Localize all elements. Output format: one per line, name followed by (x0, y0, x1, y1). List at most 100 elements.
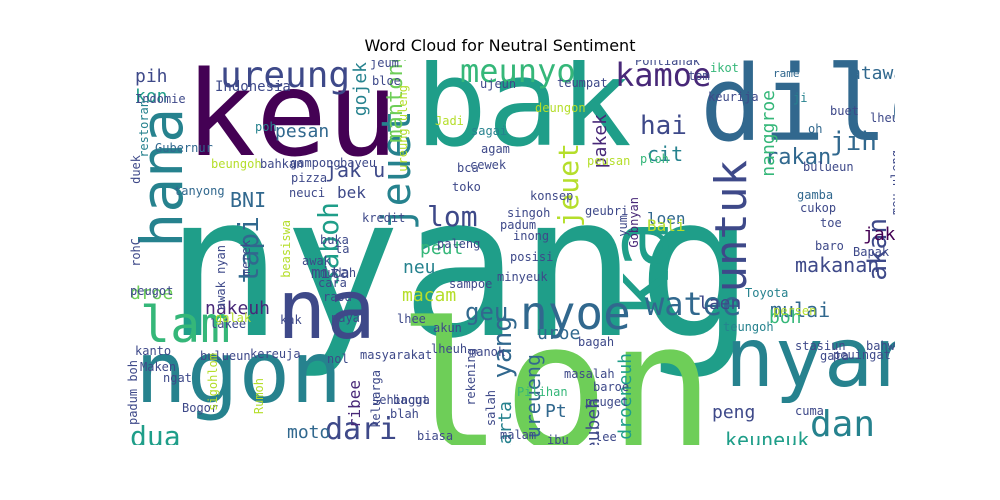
word-rakan: rakan (765, 145, 832, 170)
word-indomie: Indomie (135, 92, 186, 106)
word-paleng: paleng (437, 237, 481, 251)
word-buka: buka (320, 233, 349, 247)
word-gojek: gojek (350, 62, 371, 117)
word-bak: bak (415, 60, 632, 174)
word-beasiswa: beasiswa (279, 220, 293, 278)
word-loen: loen (647, 209, 686, 228)
word-buet: buet (830, 104, 859, 118)
word-lheueh: lheueh (870, 111, 895, 125)
word-yum: yum (616, 215, 630, 237)
word-nanggroe: nanggroe (758, 90, 779, 177)
word-bogor: Bogor (182, 401, 219, 415)
word-cuma: cuma (795, 404, 824, 418)
word-lam: lam (140, 296, 231, 354)
word-atawa: atawa (850, 63, 895, 84)
word-nol: nol (327, 352, 349, 366)
word-toyota: Toyota (745, 286, 789, 300)
word-pilihan: Pilihan (517, 385, 568, 399)
word-persen: persen (773, 304, 817, 318)
word-toko: toko (452, 180, 481, 194)
word-cloud: nyanglonbakkeudilengonnyannahanakauntukn… (125, 60, 895, 445)
word-singoh: singoh (507, 206, 551, 220)
word-bulueun: bulueun (803, 160, 854, 174)
word-stasiun: stasiun (795, 339, 846, 353)
word-agam: agam (481, 142, 510, 156)
word-pizza: pizza (291, 171, 328, 185)
word-inong: inong (513, 229, 550, 243)
word-peuingat: peuingat (833, 348, 891, 362)
word-posisi: posisi (510, 250, 554, 264)
word-duek: duek (129, 155, 143, 184)
word-lhee: lhee (397, 312, 426, 326)
word-ujeun: ujeun (480, 77, 517, 91)
word-geubri: geubri (585, 204, 629, 218)
word-kon: kon (135, 86, 168, 107)
word-bali: Bali (647, 216, 686, 235)
word-pontianak: Pontianak (635, 60, 701, 68)
word-konsep: konsep (530, 189, 574, 203)
word-rumoh: Rumoh (252, 378, 266, 415)
word-bahwa: bahwa (866, 339, 895, 353)
word-teumpat: teumpat (557, 76, 608, 90)
word-bayeu: bayeu (340, 156, 377, 170)
word-sampoe: sampoe (449, 277, 493, 291)
word-keluarga: keluarga (369, 370, 383, 428)
word-indonesia: Indonesia (215, 79, 291, 95)
word-peuget: peuget (585, 395, 629, 409)
word-oh: oh (808, 122, 823, 136)
word-jih: jih (830, 127, 877, 157)
word-droe: droe (130, 283, 174, 304)
word-toe: toe (820, 216, 842, 230)
word-ureung: ureung (220, 60, 351, 96)
word-restoran: restoran (137, 100, 151, 158)
word-peng: peng (712, 402, 756, 423)
word-sehingga: sehingga (372, 393, 430, 407)
word-untuk: untuk (706, 160, 757, 293)
word-dua: dua (130, 420, 181, 446)
word-ibu: ibu (547, 433, 569, 445)
word-boh: boh (769, 307, 802, 328)
word-pih: pih (135, 66, 168, 87)
word-neu: neu (403, 257, 436, 278)
word-peugot: peugot (130, 284, 174, 298)
word-masalah: masalah (564, 367, 615, 381)
word-meu-uleng: meu uleng (889, 150, 895, 216)
word-ngat: ngat (163, 371, 192, 385)
word-hai: hai (640, 111, 687, 141)
word-uroe: uroe (537, 323, 581, 344)
word-ikot: ikot (710, 61, 739, 75)
word-kamoe: kamoe (615, 60, 712, 94)
word-lon: lon (397, 285, 715, 446)
word-mudah: mudah (320, 266, 357, 280)
word-sagai: sagai (471, 124, 508, 138)
word-kanto: kanto (135, 344, 172, 358)
word-bni: BNI (230, 188, 267, 212)
word-ngon: ngon (135, 323, 343, 423)
word-lheuh: lheuh (431, 342, 468, 356)
word-peusan: peusan (587, 154, 631, 168)
word-deungon: deungon (535, 101, 586, 115)
word-salah: salah (484, 390, 498, 427)
word-watee: watee (645, 285, 742, 323)
word-manok: manok (469, 345, 506, 359)
word-bahkan: bahkan (260, 157, 304, 171)
word-sigohlom: sigohlom (206, 353, 220, 411)
word-maken: Maken (140, 360, 177, 374)
word-baroe: baroe (593, 380, 630, 394)
word-na: na (277, 263, 376, 358)
word-mulai: mulai (770, 298, 831, 322)
word-biasa: biasa (417, 429, 454, 443)
word-rohc: rohC (129, 238, 143, 267)
word-malam: malam (500, 428, 537, 442)
word-bapak: Bapak (853, 245, 890, 259)
word-bek: bek (337, 183, 366, 202)
word-geu: geu (465, 298, 509, 326)
word-bloe: bloe (372, 74, 401, 88)
word-nyoe: nyoe (520, 286, 631, 340)
word-nakeuh: nakeuh (205, 298, 271, 319)
word-bulueun: bulueun (200, 349, 251, 363)
word-awak-nyan: awak nyan (214, 245, 228, 311)
word-dari: dari (325, 412, 398, 445)
word-poh: poh (255, 120, 277, 134)
